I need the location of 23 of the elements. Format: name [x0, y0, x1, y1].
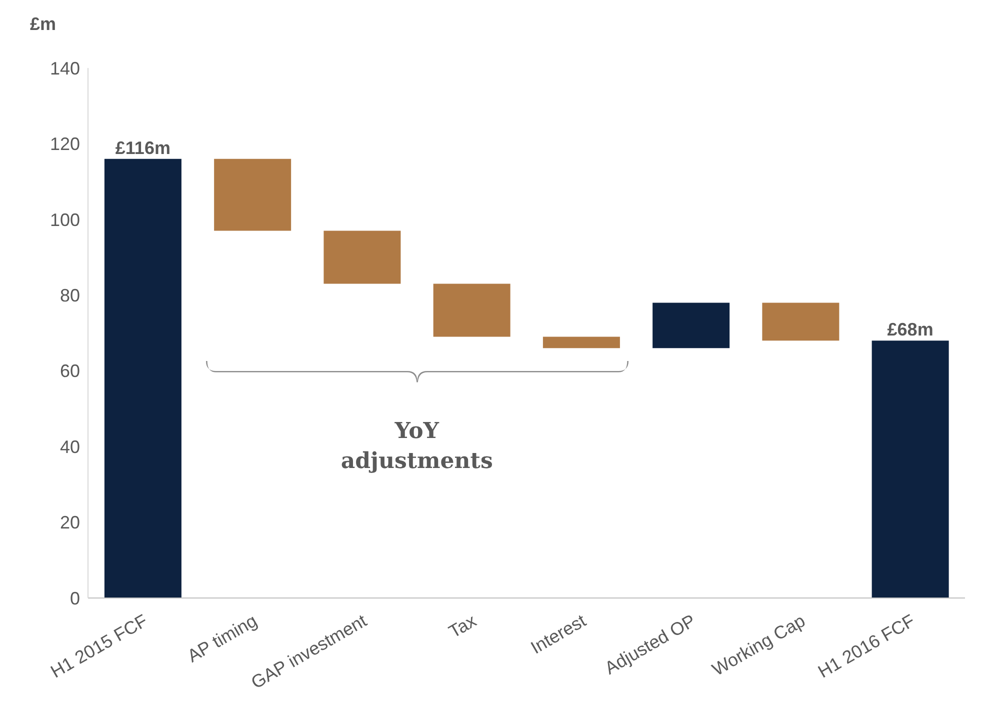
- bar: [542, 336, 620, 348]
- bar: [324, 230, 401, 284]
- bar: [872, 340, 949, 598]
- y-tick-label: 20: [60, 512, 80, 533]
- bar: [104, 158, 182, 598]
- y-tick-label: 100: [50, 210, 80, 230]
- bar: [433, 284, 510, 337]
- y-tick-label: 120: [50, 134, 80, 154]
- y-tick-label: 140: [50, 58, 80, 78]
- data-label: £68m: [887, 320, 934, 340]
- x-tick-label: H1 2016 FCF: [814, 610, 918, 682]
- y-tick-label: 0: [70, 588, 80, 608]
- y-tick-label: 40: [60, 436, 80, 457]
- annotation: YoY adjustments: [340, 417, 494, 476]
- bar: [214, 158, 292, 231]
- bar: [762, 302, 840, 341]
- x-tick-label: Tax: [445, 610, 480, 642]
- y-axis-title: £m: [30, 14, 56, 35]
- bar: [652, 302, 730, 348]
- y-tick-label: 80: [60, 286, 80, 306]
- x-tick-label: H1 2015 FCF: [47, 610, 151, 682]
- y-tick-label: 60: [60, 361, 80, 382]
- data-label: £116m: [115, 138, 170, 158]
